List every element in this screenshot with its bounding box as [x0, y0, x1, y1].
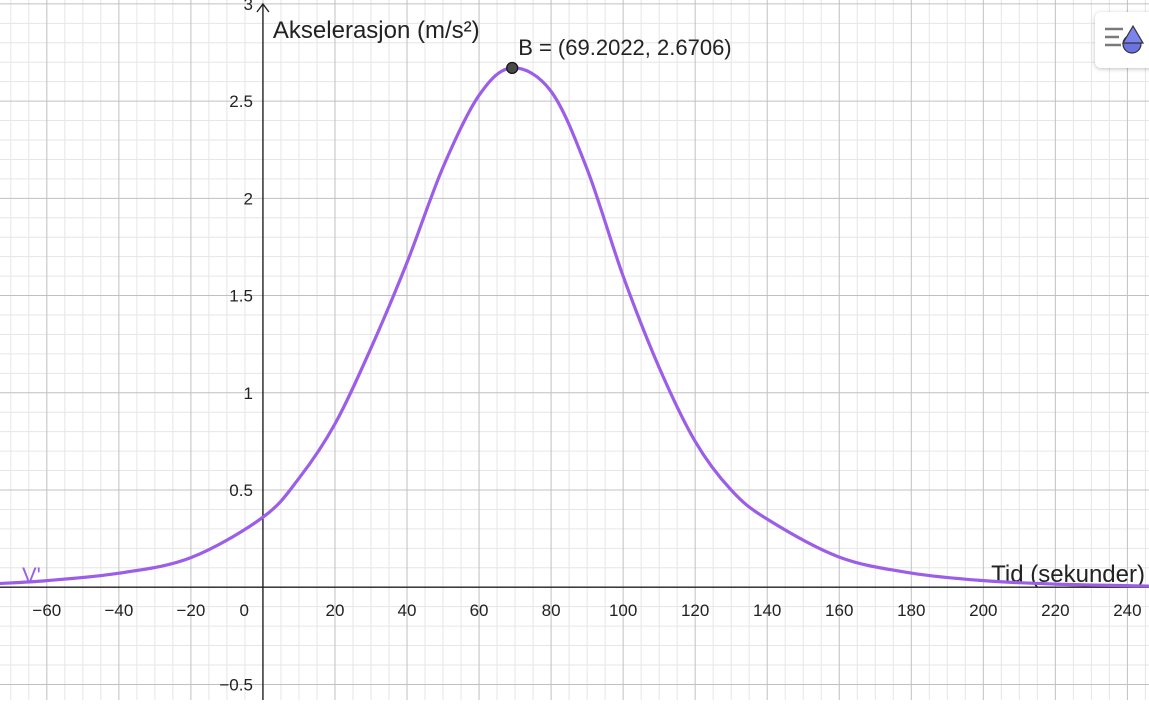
x-tick-label: 220 [1041, 601, 1069, 620]
y-axis-arrow [256, 2, 270, 13]
points-layer: B = (69.2022, 2.6706) [506, 35, 732, 75]
origin-label: 0 [239, 601, 248, 620]
x-tick-label: −60 [32, 601, 61, 620]
x-tick-label: 140 [753, 601, 781, 620]
y-tick-label: −0.5 [219, 675, 253, 694]
series-label-v-prime: V' [22, 563, 41, 588]
y-tick-label: 1 [243, 384, 252, 403]
y-tick-label: 1.5 [229, 287, 253, 306]
x-tick-label: −40 [104, 601, 133, 620]
x-tick-label: −20 [176, 601, 205, 620]
y-axis-ticks: −0.5 0.5 1 1.5 2 2.5 3 [219, 0, 253, 694]
x-tick-label: 80 [542, 601, 561, 620]
style-bar-toggle-button[interactable] [1095, 12, 1149, 68]
series-line-v-prime[interactable] [0, 66, 1149, 588]
point-b-marker[interactable] [506, 61, 519, 75]
x-tick-label: 200 [969, 601, 997, 620]
x-tick-label: 100 [609, 601, 637, 620]
y-tick-label: 3 [243, 0, 252, 14]
point-b-label: B = (69.2022, 2.6706) [518, 35, 731, 60]
x-tick-label: 240 [1113, 601, 1141, 620]
y-tick-label: 2 [243, 189, 252, 208]
x-tick-label: 20 [326, 601, 345, 620]
x-tick-label: 120 [681, 601, 709, 620]
x-tick-label: 40 [398, 601, 417, 620]
y-axis-label: Akselerasjon (m/s²) [273, 17, 480, 44]
y-tick-label: 2.5 [229, 92, 253, 111]
x-tick-label: 60 [470, 601, 489, 620]
x-axis-ticks: −60 −40 −20 20 40 60 80 100 120 140 160 180 200 220 24… [32, 601, 1141, 620]
style-bar-toggle-icon [1105, 24, 1145, 54]
x-tick-label: 160 [825, 601, 853, 620]
y-tick-label: 0.5 [229, 481, 253, 500]
x-tick-label: 180 [897, 601, 925, 620]
series-layer: V' [0, 66, 1149, 588]
